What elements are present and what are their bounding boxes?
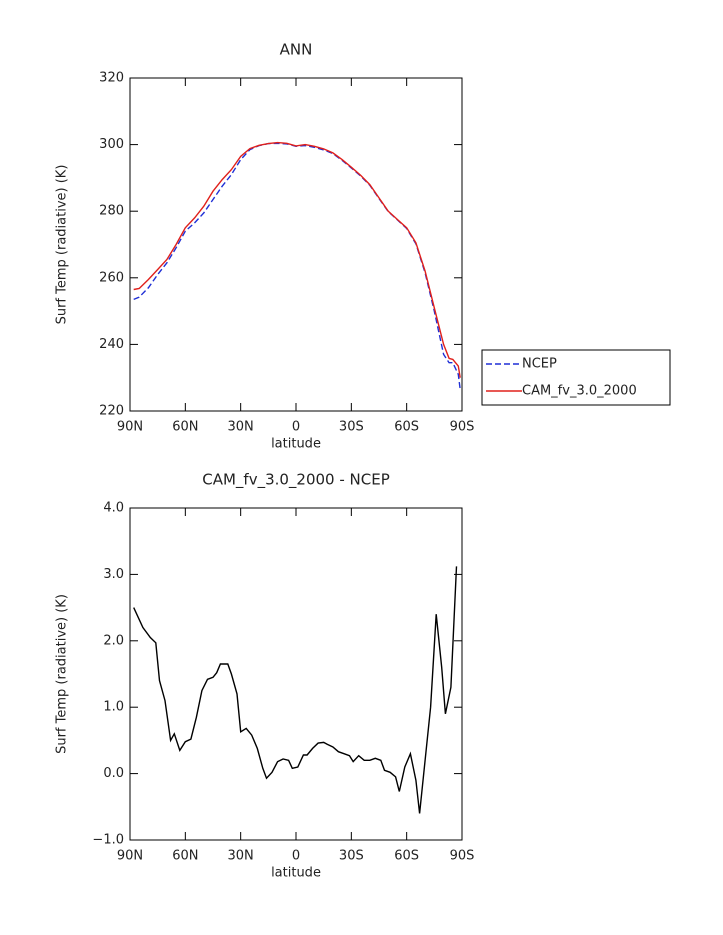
y-tick-label: 4.0 [103, 501, 124, 516]
y-tick-label: 2.0 [103, 633, 124, 648]
x-tick-label: 90N [117, 420, 143, 435]
x-tick-label: 30S [339, 420, 364, 435]
x-tick-label: 60S [394, 849, 419, 864]
x-tick-label: 0 [292, 849, 300, 864]
legend-label: NCEP [522, 357, 557, 372]
x-tick-label: 60N [172, 849, 198, 864]
y-tick-label: 220 [99, 404, 124, 419]
chart-title: ANN [280, 41, 313, 59]
x-tick-label: 90S [450, 849, 475, 864]
y-tick-label: 300 [99, 137, 124, 152]
data-line [133, 141, 461, 378]
y-tick-label: 320 [99, 71, 124, 86]
plot-frame [129, 77, 463, 412]
y-tick-label: 3.0 [103, 567, 124, 582]
x-tick-label: 0 [292, 420, 300, 435]
x-tick-label: 90S [450, 420, 475, 435]
y-tick-label: 0.0 [103, 766, 124, 781]
x-tick-label: 90N [117, 849, 143, 864]
y-axis-label: Surf Temp (radiative) (K) [55, 165, 70, 325]
y-tick-label: −1.0 [92, 833, 124, 848]
y-tick-label: 240 [99, 337, 124, 352]
y-tick-label: 260 [99, 270, 124, 285]
y-tick-label: 280 [99, 204, 124, 219]
plot-frame [129, 507, 463, 841]
x-tick-label: 60S [394, 420, 419, 435]
data-line [133, 566, 458, 814]
data-line [133, 142, 461, 390]
x-tick-label: 30N [228, 420, 254, 435]
y-tick-label: 1.0 [103, 700, 124, 715]
x-axis-label: latitude [271, 866, 321, 881]
x-tick-label: 30N [228, 849, 254, 864]
x-tick-label: 60N [172, 420, 198, 435]
legend-label: CAM_fv_3.0_2000 [522, 384, 637, 399]
legend-box [481, 349, 671, 406]
x-axis-label: latitude [271, 437, 321, 452]
chart-title: CAM_fv_3.0_2000 - NCEP [202, 471, 390, 490]
x-tick-label: 30S [339, 849, 364, 864]
y-axis-label: Surf Temp (radiative) (K) [55, 594, 70, 754]
